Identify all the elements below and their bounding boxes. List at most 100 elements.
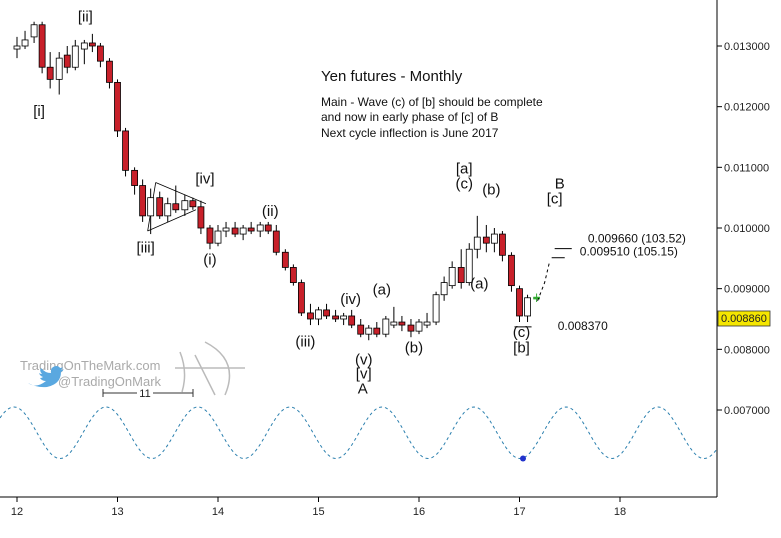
y-tick-label: 0.011000 xyxy=(724,162,769,174)
candle-body xyxy=(373,327,381,335)
candle-body xyxy=(38,24,46,68)
candle-body xyxy=(97,45,104,62)
candle-body xyxy=(357,324,365,335)
wave-label: (iii) xyxy=(295,333,315,350)
candle-body xyxy=(189,200,197,208)
x-tick-label: 17 xyxy=(513,506,525,518)
candle-body xyxy=(172,203,180,211)
candle-body xyxy=(415,321,423,332)
wave-label: [a] xyxy=(456,160,473,177)
candle-body xyxy=(432,294,440,323)
candle-body xyxy=(272,230,280,253)
wave-label: [iv] xyxy=(195,171,214,188)
archer-logo xyxy=(175,341,245,396)
wave-label: (v) xyxy=(355,352,373,369)
candle-body xyxy=(63,54,71,68)
candle-body xyxy=(88,42,96,47)
wave-label: [b] xyxy=(513,339,530,356)
candle-body xyxy=(264,224,272,232)
candle-body xyxy=(21,39,29,47)
wave-label: [ii] xyxy=(78,9,93,26)
wave-labels: [ii] [i] [iv] [iii] (ii) (i) (iii) (iv) (v)[v]A (… xyxy=(33,9,686,398)
price-annotation: 0.009660 (103.52) xyxy=(588,232,686,246)
wave-label: (c) xyxy=(513,324,531,341)
wave-label: [i] xyxy=(33,103,45,120)
wave-label: (c) xyxy=(455,176,473,193)
note-line-2: and now in early phase of [c] of B xyxy=(321,110,498,124)
candle-body xyxy=(508,254,515,287)
candle-body xyxy=(490,233,498,244)
candle-body xyxy=(457,267,465,283)
candles xyxy=(13,21,540,341)
x-axis: 12 13 14 15 16 17 18 xyxy=(11,497,626,518)
candle-body xyxy=(516,288,523,317)
candle-body xyxy=(340,315,348,320)
candle-body xyxy=(147,197,155,217)
x-tick-label: 16 xyxy=(413,506,425,518)
wave-label: (a) xyxy=(373,282,391,299)
candle-body xyxy=(156,197,164,217)
candle-body xyxy=(423,321,431,326)
candle-body xyxy=(307,312,314,320)
candle-body xyxy=(55,57,63,80)
candle-body xyxy=(46,66,54,80)
wave-label: A xyxy=(358,381,368,398)
candle-body xyxy=(390,321,398,326)
candle-body xyxy=(407,324,415,332)
candle-body xyxy=(71,45,79,68)
watermark: TradingOnTheMark.com @TradingOnMark xyxy=(20,341,245,396)
target-lines xyxy=(514,248,572,328)
triangle-upper-line xyxy=(155,182,207,205)
y-tick-label: 0.013000 xyxy=(724,41,770,53)
x-tick-label: 13 xyxy=(111,506,123,518)
cycle-period-label: 11 xyxy=(139,388,150,400)
candle-body xyxy=(398,321,406,326)
candle-body xyxy=(440,282,448,296)
candle-body xyxy=(139,185,147,217)
y-tick-label: 0.008000 xyxy=(724,344,770,356)
last-price-label: 0.008860 xyxy=(721,313,767,325)
y-tick-label: 0.009000 xyxy=(724,284,770,296)
price-annotation: 0.009510 (105.15) xyxy=(580,244,678,258)
y-tick-label: 0.007000 xyxy=(724,405,770,417)
candle-body xyxy=(106,60,113,83)
candle-body xyxy=(524,297,531,317)
candle-body xyxy=(30,24,38,38)
candle-body xyxy=(122,130,129,171)
last-price-tag: 0.008860 xyxy=(717,310,771,327)
cycle-period-marker: 11 xyxy=(102,386,194,400)
note-line-1: Main - Wave (c) of [b] should be complet… xyxy=(321,95,543,109)
candle-body xyxy=(114,82,121,132)
candle-body xyxy=(80,42,88,50)
cycle-wave xyxy=(0,406,717,462)
x-tick-label: 15 xyxy=(312,506,324,518)
candle-body xyxy=(289,267,297,283)
twitter-icon xyxy=(28,366,64,388)
candle-body xyxy=(214,230,222,244)
candle-body xyxy=(323,309,330,317)
cycle-wave-line xyxy=(0,406,717,460)
wave-label: [c] xyxy=(547,191,563,208)
candle-body xyxy=(348,315,356,326)
wave-label: (ii) xyxy=(262,203,279,220)
wave-label: B xyxy=(555,176,565,193)
candle-body xyxy=(465,248,473,284)
candle-body xyxy=(197,206,205,229)
candle-body xyxy=(482,236,490,244)
wave-label: (i) xyxy=(203,251,216,268)
wave-label: (iv) xyxy=(340,291,361,308)
candle-body xyxy=(231,227,239,235)
candle-body xyxy=(533,296,540,300)
wave-label: (b) xyxy=(482,182,500,199)
candle-body xyxy=(473,236,481,250)
candle-body xyxy=(448,267,456,287)
candle-body xyxy=(315,309,322,320)
x-tick-label: 18 xyxy=(614,506,626,518)
wave-label: [iii] xyxy=(136,239,154,256)
triangle-lower-line xyxy=(147,209,197,232)
watermark-handle: @TradingOnMark xyxy=(58,374,162,389)
chart-title: Yen futures - Monthly xyxy=(321,68,463,85)
cycle-low-dot xyxy=(520,455,526,462)
